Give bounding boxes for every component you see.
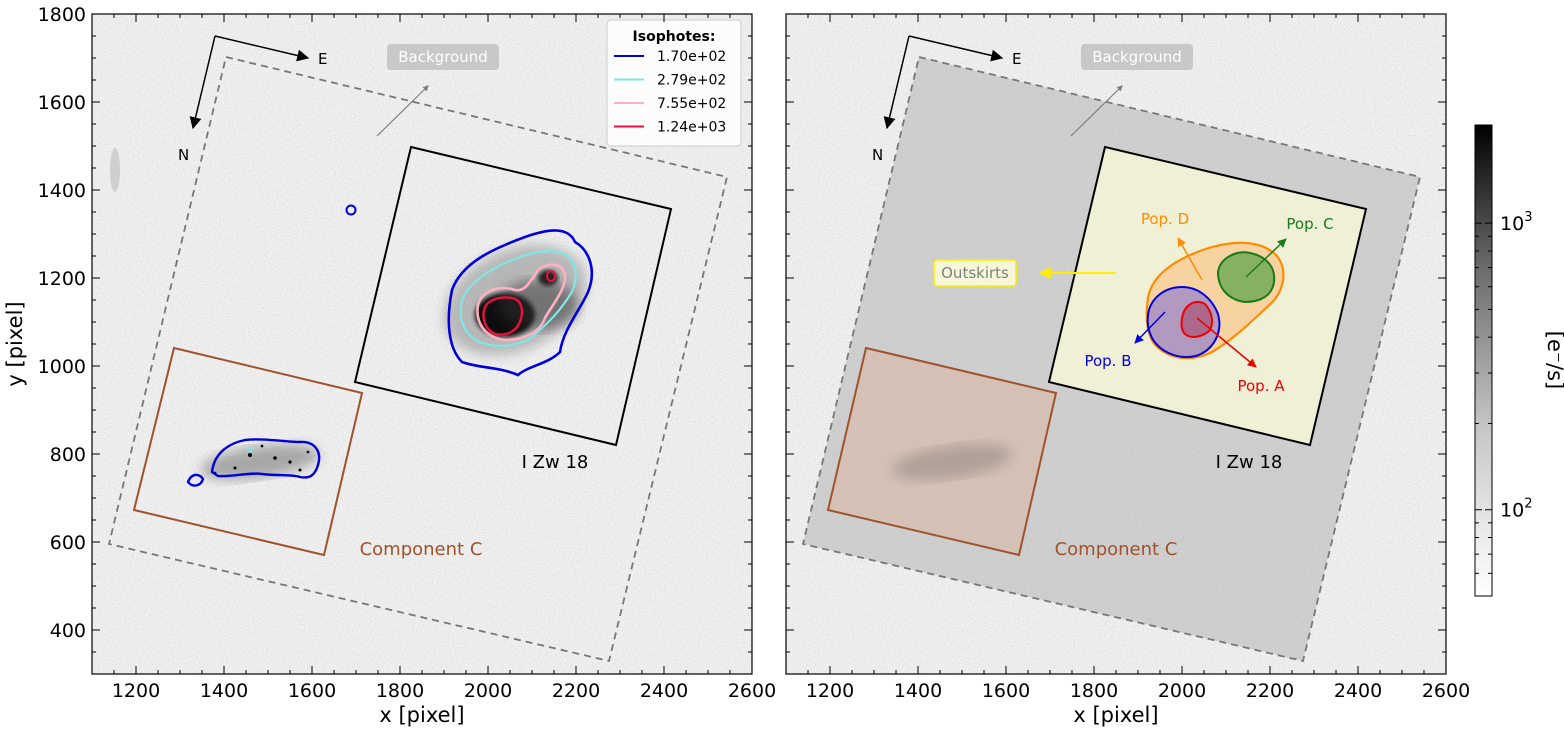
x-tick-label: 2000 [1158,680,1206,702]
right-panel: Pop. A Pop. B Pop. C Pop. D Outskirts E … [785,13,1470,727]
pop-b-label: Pop. B [1084,352,1131,370]
right-izw18-label: I Zw 18 [1216,452,1283,473]
x-tick-label: 1200 [112,680,160,702]
right-componentc-emission [892,444,1012,480]
pop-a-arrow [1196,317,1257,368]
colorbar-tick-label: 103 [1500,210,1532,235]
background-label-right: Background [1092,48,1182,66]
left-componentc-box [132,346,364,557]
y-tick-label: 600 [50,532,86,554]
east-arrow-right [908,35,1004,62]
north-arrow [189,35,216,130]
left-streak [110,148,120,192]
y-tick-label: 1600 [38,92,86,114]
left-ticks: 1200 1400 1600 1800 2000 2200 2400 2600 400 600 80… [38,4,777,702]
isophote-7-55e02 [476,263,567,342]
legend-entry-label: 7.55e+02 [657,96,726,112]
x-tick-label: 2600 [1422,680,1470,702]
x-tick-label: 1800 [1070,680,1118,702]
x-tick-label: 1400 [200,680,248,702]
left-background-annotation: Background [376,44,499,137]
pop-c-region [1216,251,1276,304]
colorbar-label: [e⁻/s] [1543,331,1564,389]
background-label: Background [398,48,488,66]
x-tick-label: 1200 [806,680,854,702]
background-arrow [376,85,429,137]
isophote-1-70e02-componentc [186,438,321,487]
east-label-right: E [1012,50,1021,68]
isophote-1-24e03-knot [546,270,556,282]
left-izw18-label: I Zw 18 [522,452,589,473]
pop-a-label: Pop. A [1237,377,1285,395]
background-label-box [387,44,499,70]
pop-b-arrow [1134,311,1166,344]
north-arrow-right [883,35,910,130]
y-tick-label: 1800 [38,4,86,26]
legend-entry-label: 1.24e+03 [657,120,726,136]
right-outskirts-region [1047,145,1368,447]
background-label-box-right [1081,44,1193,70]
pop-d-label: Pop. D [1141,210,1189,228]
colorbar-ticks: 102 103 [1475,136,1532,597]
isophote-1-70e02-point [345,204,357,216]
x-tick-label: 2200 [552,680,600,702]
right-ticks: 1200 1400 1600 1800 2000 2200 2400 2600 [785,13,1470,702]
north-label: N [178,146,189,164]
pop-c-label: Pop. C [1286,215,1333,233]
isophote-1-24e03 [482,296,524,336]
outskirts-label: Outskirts [941,264,1009,282]
legend-entry-label: 2.79e+02 [657,73,726,89]
legend-entry-label: 1.70e+02 [657,49,726,65]
colorbar-gradient [1474,124,1493,597]
left-isophote-contours [345,204,594,377]
isophote-2-79e02-componentc [247,447,253,453]
right-componentc-label: Component C [1055,539,1178,560]
colorbar-tick-label: 102 [1500,497,1532,522]
pop-c-arrow [1245,238,1287,278]
x-tick-label: 2400 [640,680,688,702]
pop-d-arrow [1177,237,1203,281]
east-label: E [318,50,327,68]
right-background-annotation: Background [1070,44,1193,137]
legend-frame [606,19,742,147]
y-tick-label: 1200 [38,268,86,290]
left-compass: E N [178,35,327,164]
colorbar: 102 103 [e⁻/s] [1474,124,1564,597]
legend-title: Isophotes: [633,29,716,45]
y-tick-label: 1000 [38,356,86,378]
left-xlabel: x [pixel] [379,703,464,727]
isophote-1-70e02-galaxy [447,229,594,377]
outskirts-label-box [933,259,1017,287]
background-arrow-right [1070,85,1123,137]
pop-a-region [1180,300,1214,338]
x-tick-label: 1400 [894,680,942,702]
y-tick-label: 400 [50,620,86,642]
isophote-legend: Isophotes: 1.70e+02 2.79e+02 7.55e+02 1.24e… [606,19,742,147]
left-componentc-label: Component C [360,539,483,560]
left-izw18-box [353,145,673,447]
right-compass: E N [872,35,1021,164]
x-tick-label: 2600 [728,680,776,702]
x-tick-label: 2200 [1246,680,1294,702]
x-tick-label: 1800 [376,680,424,702]
left-panel: E N Background I Zw 18 Component C Isoph… [3,4,776,727]
y-tick-label: 800 [50,444,86,466]
east-arrow [214,35,310,62]
right-xlabel: x [pixel] [1073,703,1158,727]
x-tick-label: 1600 [288,680,336,702]
x-tick-label: 2400 [1334,680,1382,702]
x-tick-label: 2000 [464,680,512,702]
left-field-boundary [107,55,729,663]
left-ylabel: y [pixel] [3,301,27,386]
x-tick-label: 1600 [982,680,1030,702]
north-label-right: N [872,146,883,164]
isophote-2-79e02 [459,250,577,348]
y-tick-label: 1400 [38,180,86,202]
